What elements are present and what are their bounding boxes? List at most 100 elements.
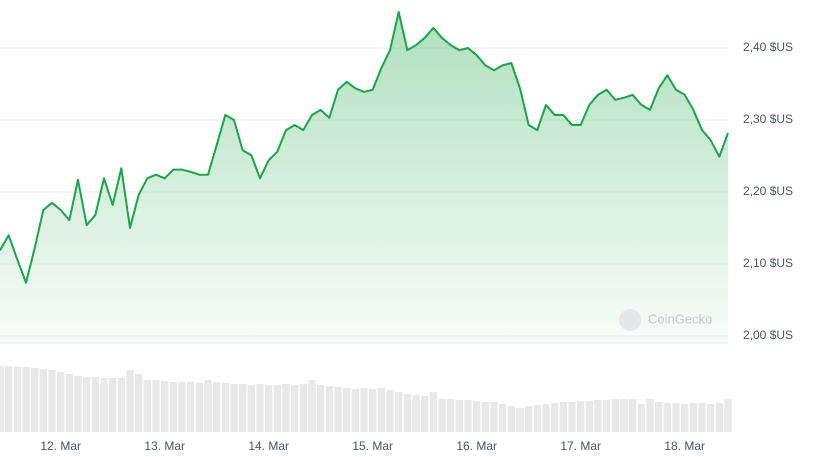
volume-bar	[681, 404, 689, 432]
volume-bar	[412, 395, 420, 432]
volume-bar	[343, 388, 351, 432]
volume-bar	[585, 401, 593, 432]
volume-bar	[646, 399, 654, 432]
volume-bar	[143, 380, 151, 432]
volume-bar	[39, 369, 47, 432]
volume-bar	[265, 385, 273, 432]
y-tick-label: 2,00 $US	[743, 328, 793, 342]
volume-bar	[74, 376, 82, 432]
volume-bar	[698, 403, 706, 432]
volume-bar	[438, 399, 446, 432]
volume-bar	[152, 380, 160, 432]
volume-bar	[568, 402, 576, 432]
volume-bar	[169, 382, 177, 432]
volume-bar	[325, 386, 333, 432]
volume-bar	[213, 382, 221, 432]
volume-bar	[724, 399, 732, 432]
volume-bar	[204, 380, 212, 432]
x-tick-label: 12. Mar	[40, 439, 81, 453]
volume-bar	[620, 399, 628, 432]
volume-bar	[187, 382, 195, 432]
price-area	[0, 12, 728, 344]
volume-bar	[507, 406, 515, 432]
volume-bar	[707, 404, 715, 432]
volume-bar	[83, 377, 91, 432]
volume-bar	[135, 374, 143, 432]
volume-bar	[369, 389, 377, 432]
volume-bar	[247, 385, 255, 432]
x-tick-label: 13. Mar	[144, 439, 185, 453]
volume-bar	[447, 399, 455, 432]
volume-bar	[195, 383, 203, 432]
volume-bar	[48, 370, 56, 432]
volume-bar	[464, 400, 472, 432]
x-tick-label: 14. Mar	[248, 439, 289, 453]
watermark-text: CoinGecko	[648, 311, 712, 326]
volume-bar	[256, 384, 264, 432]
volume-bar	[672, 403, 680, 432]
volume-bar	[317, 385, 325, 432]
volume-bar	[533, 405, 541, 432]
volume-bar	[655, 402, 663, 432]
volume-bar	[594, 400, 602, 432]
volume-bar	[91, 377, 99, 432]
volume-bar	[499, 404, 507, 432]
volume-bar	[291, 385, 299, 432]
volume-bar	[239, 384, 247, 432]
volume-bar	[109, 378, 117, 432]
x-tick-label: 17. Mar	[560, 439, 601, 453]
volume-bar	[31, 368, 39, 432]
volume-bar	[603, 400, 611, 432]
volume-bar	[13, 367, 21, 432]
volume-bar	[161, 381, 169, 432]
x-tick-label: 16. Mar	[456, 439, 497, 453]
volume-bar	[559, 402, 567, 432]
volume-bar	[282, 384, 290, 432]
volume-bar	[308, 380, 316, 432]
volume-bar	[126, 370, 134, 432]
volume-bar	[65, 374, 73, 432]
volume-bar	[5, 366, 13, 432]
volume-bar	[57, 372, 65, 432]
volume-bar	[715, 403, 723, 432]
volume-bar	[395, 392, 403, 432]
volume-bar	[351, 389, 359, 432]
volume-bar	[100, 378, 108, 432]
volume-bar	[360, 388, 368, 432]
volume-bar	[377, 388, 385, 432]
x-tick-label: 15. Mar	[352, 439, 393, 453]
volume-bar	[490, 402, 498, 432]
volume-bar	[689, 403, 697, 432]
volume-bar	[455, 400, 463, 432]
volume-bar	[551, 403, 559, 432]
volume-bar	[403, 394, 411, 432]
volume-bar	[117, 378, 125, 432]
volume-bar	[525, 406, 533, 432]
watermark: CoinGecko	[619, 309, 712, 331]
y-tick-label: 2,10 $US	[743, 256, 793, 270]
volume-bar	[178, 382, 186, 432]
volume-bar	[334, 387, 342, 432]
volume-bar	[577, 401, 585, 432]
volume-bar	[663, 403, 671, 432]
volume-bar	[386, 390, 394, 432]
volume-bar	[273, 385, 281, 432]
watermark-logo	[619, 309, 641, 331]
volume-bar	[221, 383, 229, 432]
y-tick-label: 2,30 $US	[743, 112, 793, 126]
volume-bar	[516, 408, 524, 432]
volume-bar	[429, 392, 437, 432]
volume-bar	[611, 399, 619, 432]
price-line	[0, 11, 729, 284]
volume-bar	[542, 404, 550, 432]
volume-bar	[637, 404, 645, 432]
volume-bar	[0, 366, 4, 432]
volume-bar	[421, 396, 429, 432]
volume-bar	[481, 402, 489, 432]
y-tick-label: 2,20 $US	[743, 184, 793, 198]
y-tick-label: 2,40 $US	[743, 40, 793, 54]
volume-bar	[473, 401, 481, 432]
volume-bar	[299, 384, 307, 432]
